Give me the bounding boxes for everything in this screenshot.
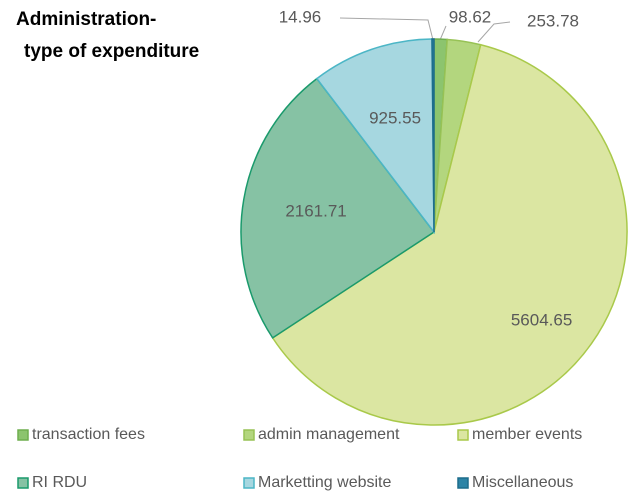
- chart-title: Administration-: [16, 9, 156, 30]
- legend-label: admin management: [258, 426, 400, 443]
- data-label: 253.78: [527, 11, 579, 30]
- legend-label: Marketting website: [258, 474, 391, 491]
- legend-swatch: [457, 477, 469, 489]
- legend-label: RI RDU: [32, 474, 87, 491]
- data-label: 98.62: [449, 7, 492, 26]
- legend-swatch: [17, 429, 29, 441]
- data-label: 5604.65: [511, 311, 572, 330]
- pie-slice: [240, 77, 436, 339]
- pie-slice: [431, 38, 435, 233]
- data-label: 2161.71: [285, 201, 346, 220]
- pie-slice: [315, 38, 435, 235]
- data-label: 14.96: [279, 7, 322, 26]
- leader-line: [477, 21, 511, 43]
- legend-swatch: [17, 477, 29, 489]
- legend-label: member events: [472, 426, 582, 443]
- data-label: 925.55: [369, 108, 421, 127]
- legend-label: transaction fees: [32, 426, 145, 443]
- legend-swatch: [243, 477, 255, 489]
- legend-label: Miscellaneous: [472, 474, 573, 491]
- pie-slice: [271, 43, 628, 426]
- chart-title: type of expenditure: [24, 41, 199, 62]
- leader-line: [439, 25, 447, 41]
- legend-swatch: [457, 429, 469, 441]
- legend-swatch: [243, 429, 255, 441]
- leader-line: [339, 17, 434, 41]
